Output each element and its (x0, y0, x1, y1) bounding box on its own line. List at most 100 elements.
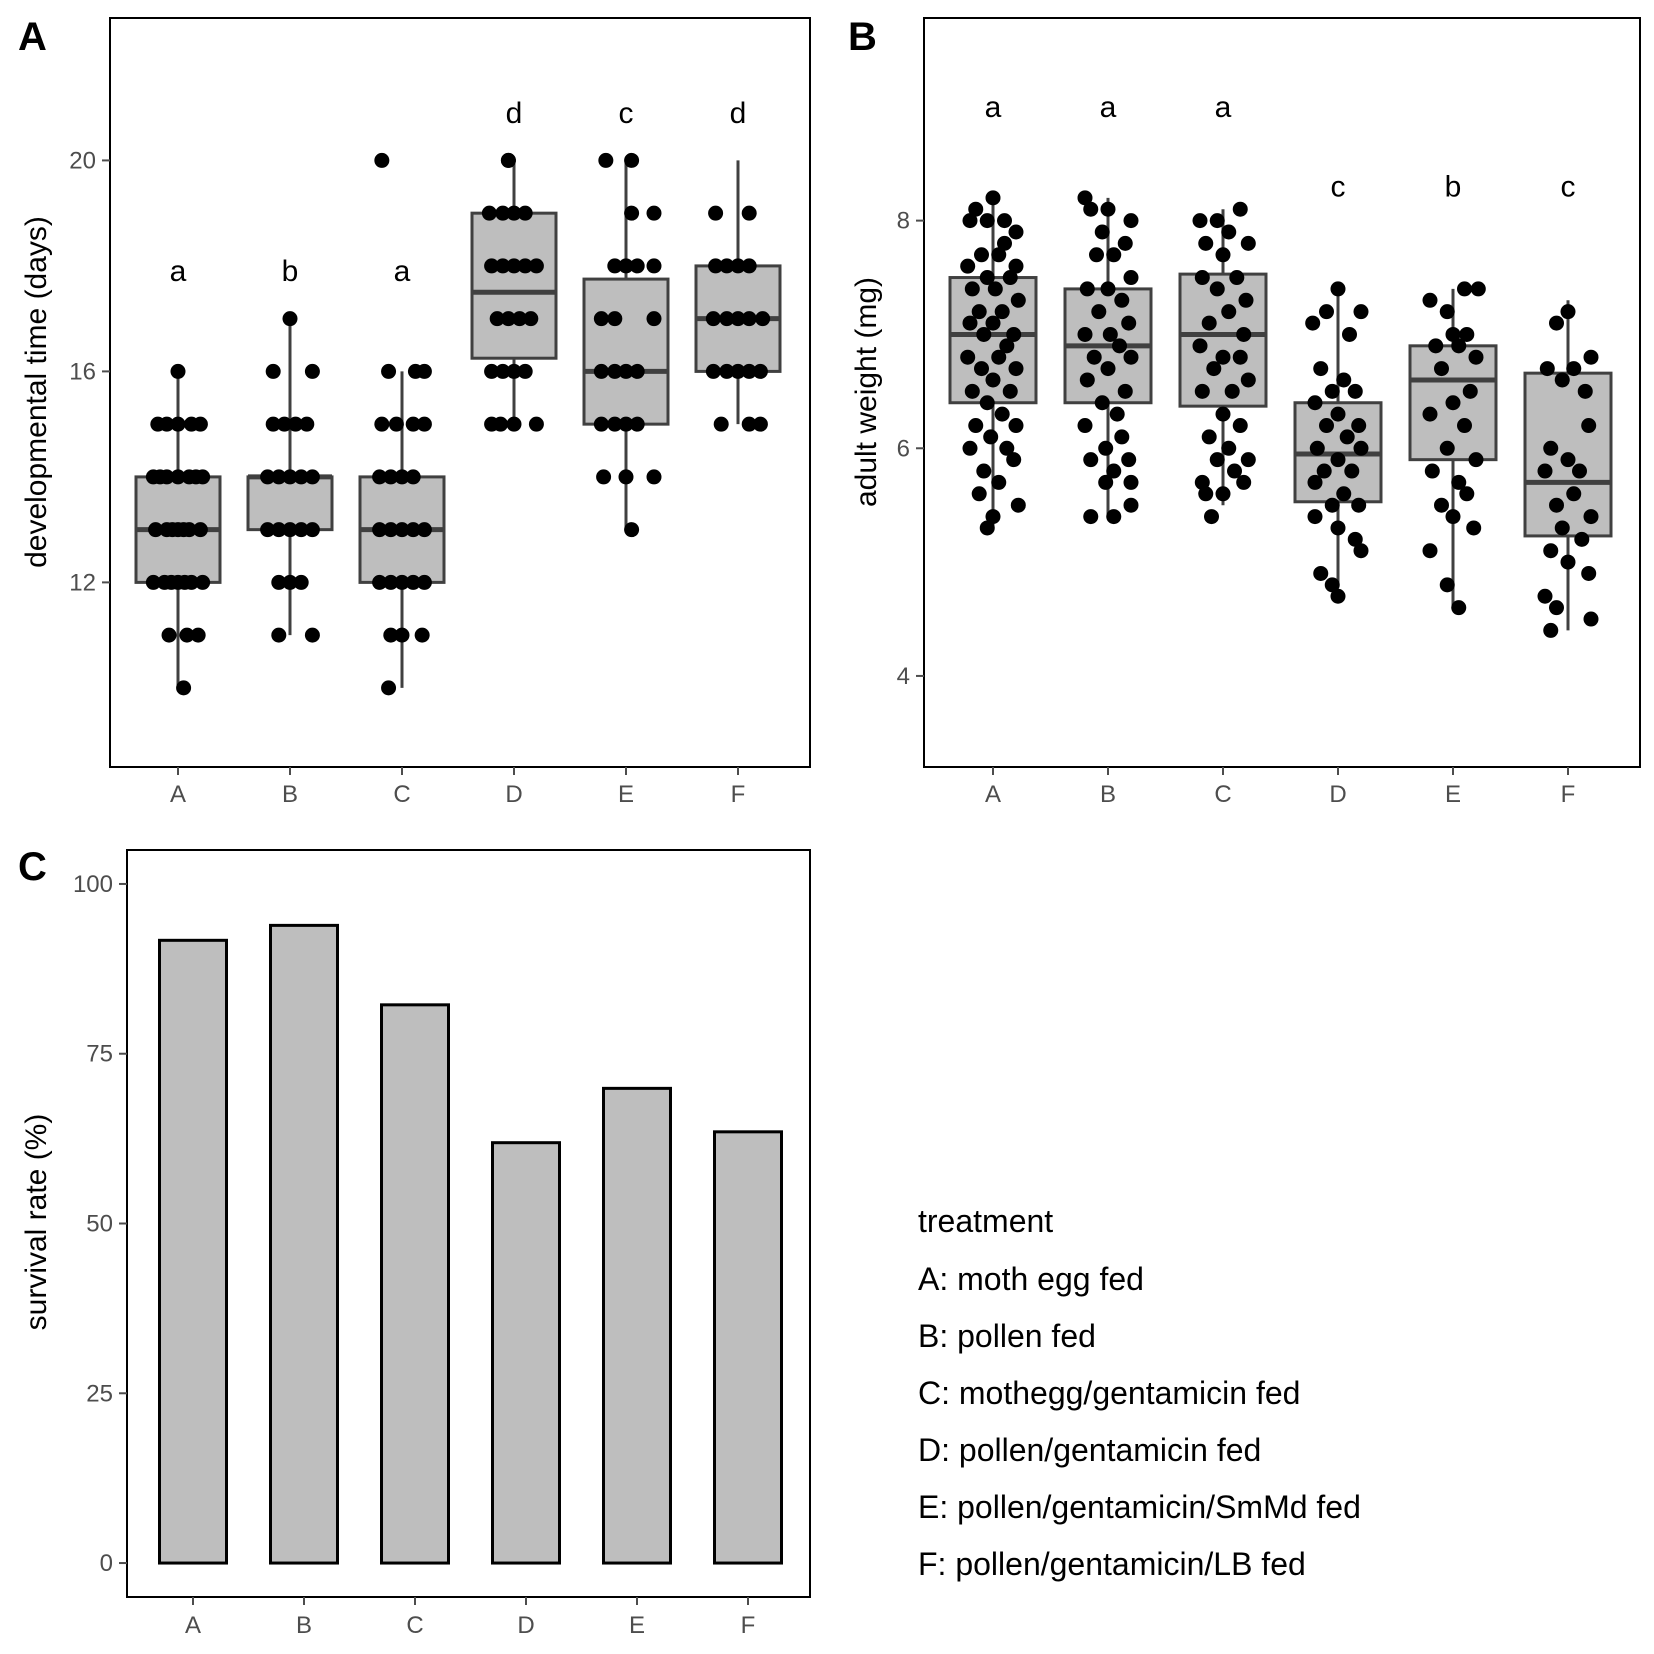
panel-b-data-point (1336, 486, 1352, 502)
panel-a-data-point (646, 258, 662, 274)
panel-a-data-point (394, 522, 410, 538)
panel-a-data-point (183, 416, 199, 432)
panel-a-x-tick-label: E (618, 781, 634, 808)
panel-c-bar-b (269, 923, 339, 1565)
panel-a-data-point (500, 152, 516, 168)
panel-b-data-point (1077, 190, 1093, 206)
panel-b-data-point (1123, 270, 1139, 286)
panel-a-data-point (394, 627, 410, 643)
panel-a-data-point (159, 416, 175, 432)
panel-b-data-point (1459, 486, 1475, 502)
panel-label-c: C (18, 845, 47, 889)
panel-b-data-point (1008, 418, 1024, 434)
panel-a-y-axis-title: developmental time (days) (20, 216, 53, 568)
panel-a-data-point (618, 363, 634, 379)
panel-a-data-point (416, 574, 432, 590)
panel-b-data-point (979, 395, 995, 411)
panel-a-data-point (260, 469, 276, 485)
panel-b-data-point (1451, 474, 1467, 490)
panel-a-data-point (176, 522, 192, 538)
panel-a-data-point (271, 574, 287, 590)
panel-b-data-point (1445, 395, 1461, 411)
panel-a-data-point (372, 574, 388, 590)
panel-b-data-point (1422, 292, 1438, 308)
panel-b-data-point (1010, 292, 1026, 308)
panel-c-x-tick-label: F (741, 1612, 756, 1639)
panel-a-data-point (282, 574, 298, 590)
panel-b-data-point (1439, 440, 1455, 456)
panel-b-data-point (1439, 304, 1455, 320)
panel-a-data-point (719, 311, 735, 327)
panel-b-data-point (974, 247, 989, 263)
panel-a-data-point (489, 311, 505, 327)
panel-a-data-point (190, 627, 206, 643)
panel-b-data-point (1083, 452, 1099, 468)
panel-b-data-point (1098, 474, 1114, 490)
panel-b-data-point (1192, 213, 1208, 229)
panel-b-data-point (1209, 281, 1225, 297)
panel-a-data-point (293, 574, 309, 590)
panel-b-x-tick-label: D (1329, 781, 1346, 808)
panel-b-data-point (1451, 600, 1467, 616)
panel-b-data-point (1209, 213, 1225, 229)
panel-b-data-point (1543, 622, 1559, 638)
panel-b-data-point (1240, 235, 1256, 251)
panel-c: C survival rate (%) 0 25 50 75 100 A B C D E F (18, 845, 811, 1639)
panel-c-y-tick-label: 0 (100, 1550, 113, 1577)
panel-b-data-point (1466, 520, 1482, 536)
panel-a-data-point (304, 522, 320, 538)
panel-b-data-point (1002, 383, 1018, 399)
panel-a-data-point (719, 258, 735, 274)
panel-b-data-point (1336, 372, 1352, 388)
panel-a-data-point (288, 416, 304, 432)
panel-a-data-point (741, 205, 757, 221)
panel-a-data-point (607, 258, 623, 274)
panel-a-data-point (741, 311, 757, 327)
panel-c-y-axis-title: survival rate (%) (20, 1114, 53, 1331)
panel-a-data-point (607, 416, 623, 432)
panel-b-data-point (1347, 383, 1363, 399)
panel-a-data-point (593, 416, 609, 432)
panel-b-data-point (974, 361, 989, 377)
panel-c-bar-e (602, 1086, 672, 1565)
panel-b-data-point (1006, 452, 1022, 468)
panel-c-bar-f (713, 1130, 783, 1565)
panel-b-data-point (1106, 509, 1122, 525)
panel-b-data-point (1560, 304, 1576, 320)
panel-b-data-point (1353, 304, 1369, 320)
panel-b-data-point (1457, 281, 1472, 297)
panel-a-y-tick-label: 12 (69, 569, 96, 596)
panel-a-data-point (741, 416, 757, 432)
panel-a-data-point (629, 416, 645, 432)
panel-b-data-point (979, 270, 995, 286)
panel-b-data-point (1089, 247, 1104, 263)
panel-b-data-point (1459, 326, 1475, 342)
panel-a-data-point (179, 627, 195, 643)
panel-b-data-point (962, 315, 978, 331)
panel-b-data-point (1457, 418, 1472, 434)
panel-a-data-point (388, 416, 404, 432)
legend: treatment A: moth egg fed B: pollen fed … (918, 1203, 1361, 1582)
panel-label-b: B (848, 15, 877, 59)
panel-c-frame (126, 849, 811, 1598)
panel-b-data-point (1572, 463, 1587, 479)
panel-b-data-point (991, 247, 1007, 263)
panel-a-data-point (607, 363, 623, 379)
panel-b-data-point (1215, 486, 1231, 502)
panel-b-data-point (1121, 315, 1137, 331)
panel-a-data-point (624, 522, 640, 538)
panel-a-data-point (528, 258, 544, 274)
panel-a-data-point (304, 469, 320, 485)
panel-b-data-point (1114, 429, 1130, 445)
panel-c-bar-d (491, 1141, 561, 1565)
panel-b-data-point (1434, 361, 1449, 377)
panel-b-data-point (1330, 281, 1346, 297)
panel-a-data-point (394, 574, 410, 590)
panel-a-data-point (708, 205, 724, 221)
panel-b-data-point (1319, 418, 1334, 434)
panel-b-data-point (1106, 463, 1122, 479)
panel-b-data-point (1215, 247, 1231, 263)
panel-b-data-point (1091, 304, 1107, 320)
panel-b-data-point (1583, 509, 1599, 525)
panel-b-data-point (1468, 452, 1484, 468)
